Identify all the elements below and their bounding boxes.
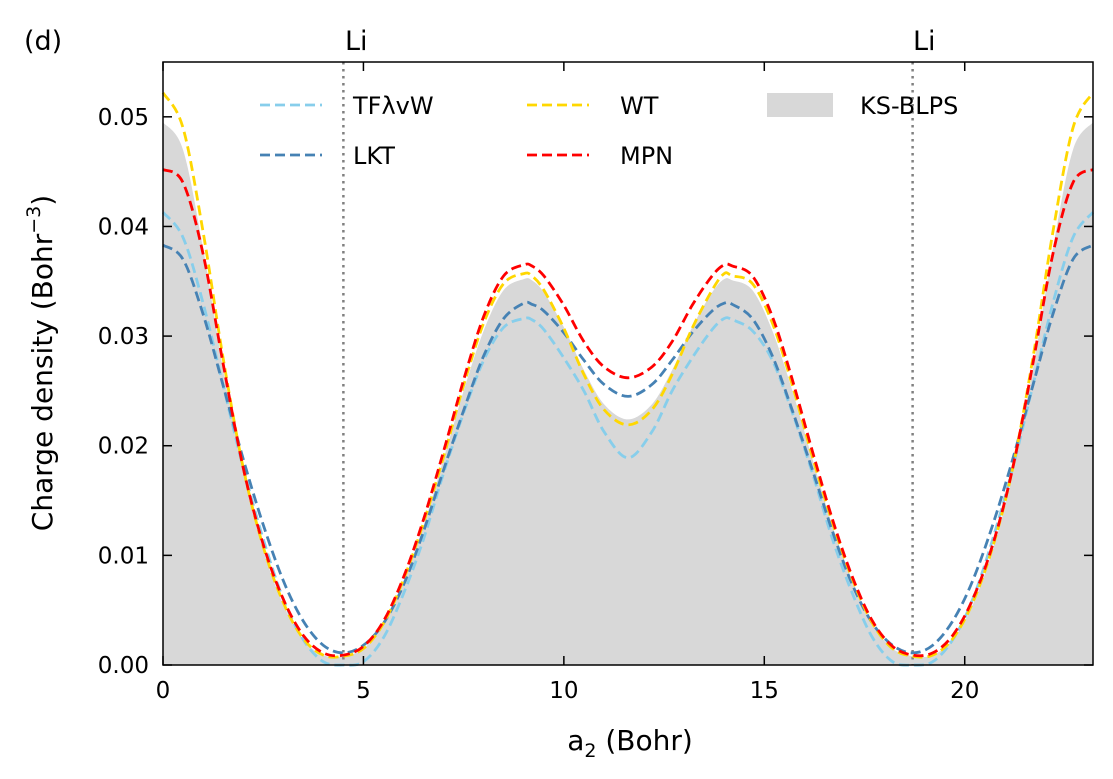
x-tick-label: 5 [356, 678, 371, 704]
series-line-tf-vw [161, 211, 1095, 667]
plot-frame [162, 61, 1094, 666]
legend-swatch [767, 93, 833, 117]
y-axis-label: Charge density (Bohr−3) [23, 195, 59, 531]
legend-entry-mpn: MPN [527, 142, 673, 170]
panel-label: (d) [24, 26, 62, 57]
legend-label: LKT [353, 142, 395, 170]
legend-entry-lkt: LKT [260, 142, 395, 170]
y-tick-label: 0.03 [98, 324, 149, 350]
x-axis-label: a2 (Bohr) [567, 724, 693, 762]
legend-label: KS-BLPS [860, 92, 958, 120]
legend-entry-ks-blps: KS-BLPS [767, 92, 958, 120]
legend-entry-tf-vw: TFλvW [260, 92, 434, 120]
series-line-wt [161, 91, 1095, 659]
legend-label: WT [620, 92, 659, 120]
series-line-mpn [162, 168, 1094, 658]
series-line-lkt [162, 243, 1094, 655]
y-tick-label: 0.02 [98, 434, 149, 460]
legend-label: TFλvW [352, 92, 434, 120]
axis-ticks: 0 5 10 15 20 0.00 0.01 0.02 0.03 0.04 0.05 [98, 62, 1093, 704]
x-tick-label: 20 [950, 678, 979, 704]
atom-marker-lines [342, 62, 914, 665]
x-tick-label: 15 [750, 678, 779, 704]
atom-label-left: Li [345, 26, 368, 57]
y-tick-label: 0.00 [98, 653, 149, 679]
y-tick-label: 0.05 [98, 105, 149, 131]
y-tick-label: 0.01 [98, 543, 149, 569]
fill-layer [163, 122, 1093, 666]
series-area-ks-blps [163, 122, 1093, 666]
legend-entry-wt: WT [527, 92, 659, 120]
legend: TFλvW LKT WT MPN KS-BLPS [260, 92, 958, 170]
atom-label-right: Li [913, 26, 936, 57]
series-lines [161, 91, 1095, 667]
x-tick-label: 10 [549, 678, 578, 704]
legend-label: MPN [620, 142, 673, 170]
x-tick-label: 0 [156, 678, 171, 704]
y-tick-label: 0.04 [98, 214, 149, 240]
